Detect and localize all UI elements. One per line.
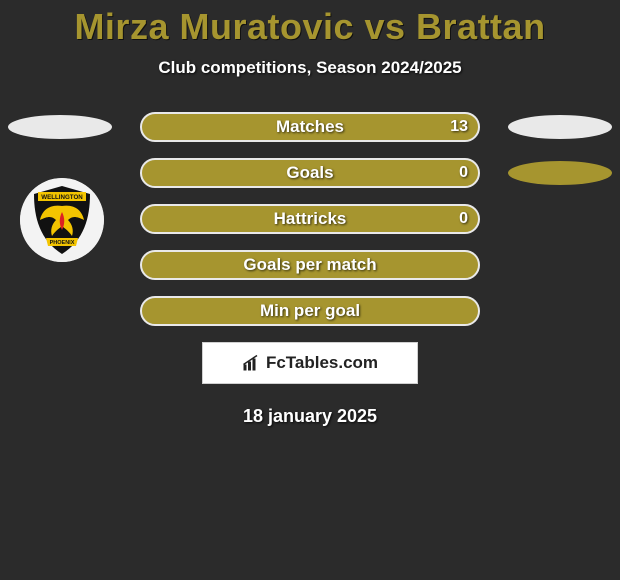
stat-bar: Min per goal [140, 296, 480, 326]
stat-bar: Goals per match [140, 250, 480, 280]
team-badge: WELLINGTON PHOENIX [20, 178, 104, 262]
stat-value-right: 0 [459, 164, 468, 182]
phoenix-crest-icon: WELLINGTON PHOENIX [20, 178, 104, 262]
stat-row-min-per-goal: Min per goal [0, 296, 620, 326]
brand-badge[interactable]: FcTables.com [202, 342, 418, 384]
stat-bar: Goals 0 [140, 158, 480, 188]
date-label: 18 january 2025 [0, 406, 620, 427]
bars-icon [242, 354, 260, 372]
stat-row-goals-per-match: Goals per match [0, 250, 620, 280]
stat-label: Goals per match [243, 255, 376, 275]
stat-label: Hattricks [274, 209, 347, 229]
stat-value-right: 13 [450, 118, 468, 136]
brand-text: FcTables.com [266, 353, 378, 373]
page-title: Mirza Muratovic vs Brattan [0, 6, 620, 48]
stat-row-matches: Matches 13 [0, 112, 620, 142]
stat-value-right: 0 [459, 210, 468, 228]
stat-row-goals: Goals 0 [0, 158, 620, 188]
svg-text:PHOENIX: PHOENIX [50, 240, 75, 246]
right-ellipse [508, 115, 612, 139]
stat-bar: Hattricks 0 [140, 204, 480, 234]
subtitle: Club competitions, Season 2024/2025 [0, 58, 620, 78]
stat-bar: Matches 13 [140, 112, 480, 142]
stat-label: Matches [276, 117, 344, 137]
right-ellipse [508, 161, 612, 185]
stat-label: Goals [286, 163, 333, 183]
svg-text:WELLINGTON: WELLINGTON [41, 194, 83, 201]
stat-label: Min per goal [260, 301, 360, 321]
left-ellipse [8, 115, 112, 139]
